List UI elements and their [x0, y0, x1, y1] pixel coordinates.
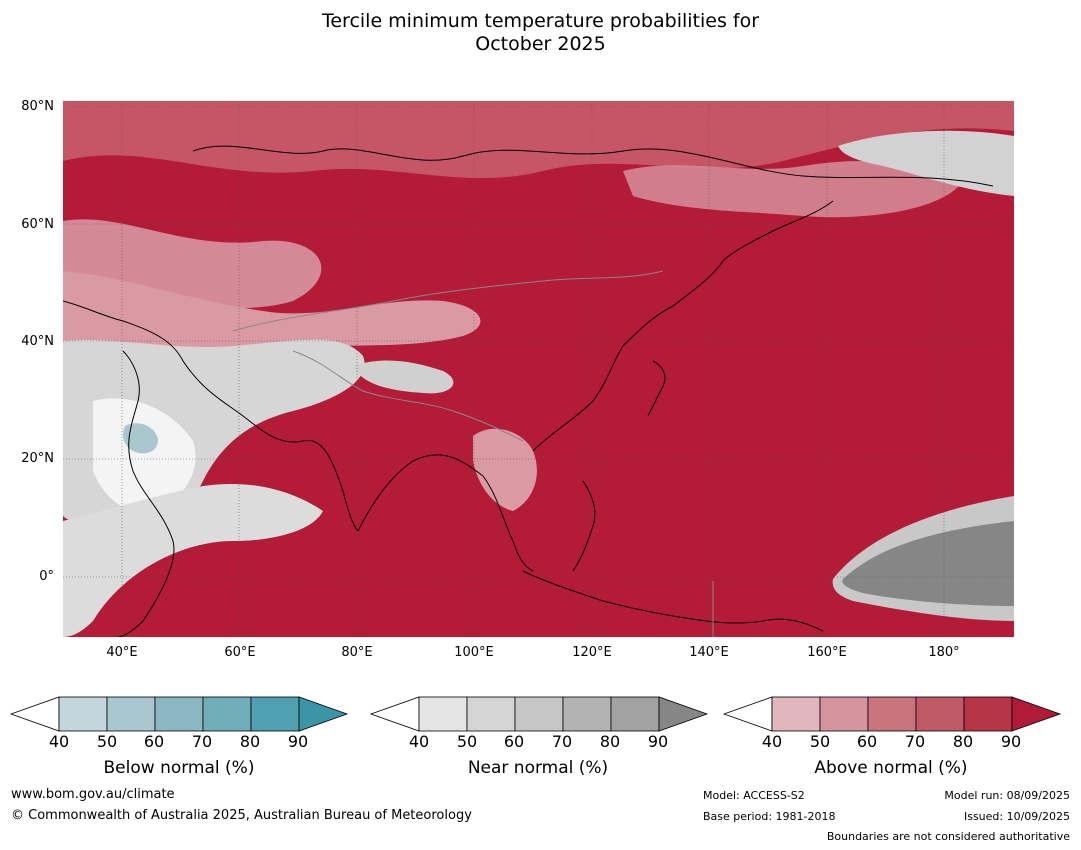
near-normal-swatch-3 — [562, 696, 612, 732]
lat-label-60n: 60°N — [21, 217, 54, 232]
lon-label-100e: 100°E — [454, 645, 494, 660]
north-light-red-region — [63, 101, 1014, 179]
above-normal-tick-40: 40 — [761, 732, 783, 751]
below-normal-tick-50: 50 — [96, 732, 118, 751]
tibet-grey-region — [353, 360, 454, 394]
below-normal-title: Below normal (%) — [103, 758, 255, 778]
indochina-pink-region — [473, 428, 537, 511]
lat-label-40n: 40°N — [21, 334, 54, 349]
below-normal-tick-90: 90 — [287, 732, 309, 751]
near-normal-tick-50: 50 — [456, 732, 478, 751]
colorbars — [9, 696, 1062, 732]
below-normal-swatch-0 — [58, 696, 108, 732]
above-normal-swatch-4 — [963, 696, 1013, 732]
below-normal-tick-80: 80 — [239, 732, 261, 751]
map-gridlines — [63, 101, 1014, 637]
below-normal-tick-60: 60 — [143, 732, 165, 751]
map-title-line2: October 2025 — [475, 33, 606, 55]
probability-map — [63, 101, 1014, 637]
above-normal-swatch-2 — [867, 696, 917, 732]
near-normal-low-extension — [369, 696, 420, 732]
above-normal-high-extension — [1011, 696, 1062, 732]
near-normal-tick-70: 70 — [551, 732, 573, 751]
above-normal-swatch-0 — [771, 696, 821, 732]
below-normal-swatch-1 — [106, 696, 156, 732]
above-normal-tick-80: 80 — [952, 732, 974, 751]
central-asia-pink-region — [63, 271, 481, 361]
above-normal-low-extension — [722, 696, 773, 732]
above-normal-tick-70: 70 — [904, 732, 926, 751]
lon-label-60e: 60°E — [224, 645, 256, 660]
lon-label-160e: 160°E — [807, 645, 847, 660]
boundaries-note: Boundaries are not considered authoritat… — [826, 830, 1070, 843]
map-canvas — [63, 101, 1014, 637]
africa-horn-grey-region — [63, 483, 323, 637]
near-normal-tick-60: 60 — [503, 732, 525, 751]
below-normal-swatch-3 — [202, 696, 252, 732]
siberia-pink-region — [623, 161, 963, 218]
above-normal-tick-60: 60 — [856, 732, 878, 751]
near-normal-swatch-2 — [514, 696, 564, 732]
near-normal-tick-40: 40 — [408, 732, 430, 751]
above-normal-swatch-3 — [915, 696, 965, 732]
base-period-text: Base period: 1981-2018 — [703, 810, 836, 823]
arabia-white-region — [93, 398, 196, 512]
model-run-text: Model run: 08/09/2025 — [944, 789, 1070, 802]
lon-label-80e: 80°E — [341, 645, 373, 660]
below-normal-swatch-4 — [250, 696, 300, 732]
pacific-dark-grey-region — [842, 521, 1014, 606]
website-link[interactable]: www.bom.gov.au/climate — [11, 787, 175, 802]
above-normal-swatch-1 — [819, 696, 869, 732]
near-normal-title: Near normal (%) — [467, 758, 609, 778]
lon-label-120e: 120°E — [572, 645, 612, 660]
issued-text: Issued: 10/09/2025 — [963, 810, 1070, 823]
above-normal-tick-50: 50 — [809, 732, 831, 751]
copyright-text: © Commonwealth of Australia 2025, Austra… — [11, 808, 472, 823]
near-normal-swatch-0 — [418, 696, 468, 732]
near-normal-high-extension — [658, 696, 709, 732]
near-normal-tick-80: 80 — [599, 732, 621, 751]
above-normal-tick-90: 90 — [1000, 732, 1022, 751]
lon-label-140e: 140°E — [689, 645, 729, 660]
lat-label-80n: 80°N — [21, 99, 54, 114]
lon-label-180: 180° — [928, 645, 960, 660]
lat-label-0: 0° — [39, 569, 54, 584]
model-text: Model: ACCESS-S2 — [703, 789, 805, 802]
near-normal-swatch-4 — [610, 696, 660, 732]
northeast-grey-region — [838, 130, 1014, 196]
coastlines — [63, 145, 994, 637]
country-borders — [232, 270, 714, 637]
arabia-blue-spot — [123, 423, 159, 454]
below-normal-tick-70: 70 — [191, 732, 213, 751]
lat-label-20n: 20°N — [21, 451, 54, 466]
below-normal-low-extension — [9, 696, 60, 732]
below-normal-tick-40: 40 — [48, 732, 70, 751]
above-normal-title: Above normal (%) — [814, 758, 968, 778]
below-normal-swatch-2 — [154, 696, 204, 732]
map-title-line1: Tercile minimum temperature probabilitie… — [321, 10, 760, 32]
lon-label-40e: 40°E — [106, 645, 138, 660]
near-normal-swatch-1 — [466, 696, 516, 732]
below-normal-high-extension — [298, 696, 349, 732]
near-normal-tick-90: 90 — [647, 732, 669, 751]
